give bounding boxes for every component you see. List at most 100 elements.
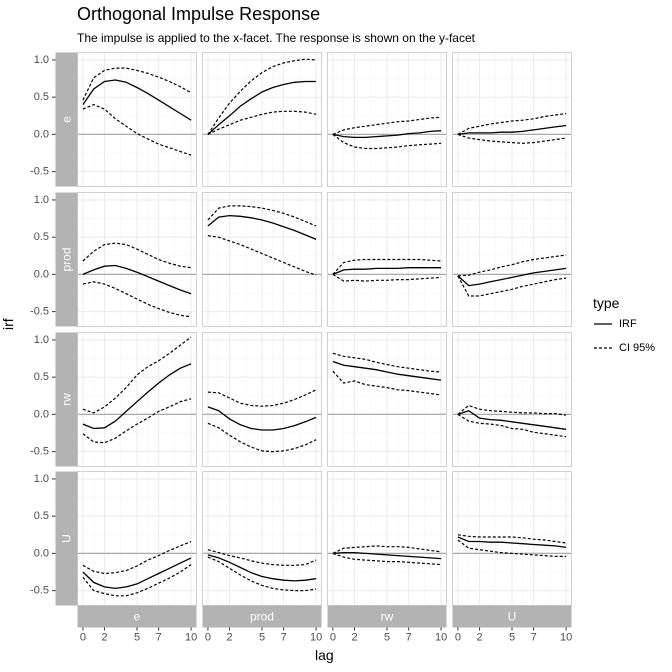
row-strip-label-rw: rw — [60, 393, 74, 406]
panel-border-rw-e — [327, 52, 447, 187]
ci-upper-line-prod-prod — [207, 205, 317, 227]
row-strip-rw — [55, 332, 78, 467]
y-axis-label: irf — [0, 318, 16, 330]
ci-lower-line-prod-e — [207, 110, 317, 135]
chart-subtitle: The impulse is applied to the x-facet. T… — [77, 31, 475, 45]
ci-upper-line-U-rw — [457, 404, 567, 416]
x-axis-label: lag — [315, 647, 334, 663]
irf-line-U-rw — [457, 409, 567, 430]
ci-lower-line-rw-prod — [332, 273, 442, 282]
irf-line-U-e — [457, 124, 567, 136]
x-tick-label: 0 — [80, 632, 86, 644]
x-tick-label: 7 — [281, 632, 287, 644]
x-tick-label: 10 — [310, 632, 322, 644]
ci-lower-line-rw-e — [332, 133, 442, 150]
x-tick-label: 10 — [185, 632, 197, 644]
x-tick-label: 7 — [156, 632, 162, 644]
row-strip-label-U: U — [60, 534, 74, 543]
irf-line-e-e — [82, 79, 192, 121]
ci-upper-line-U-prod — [457, 254, 567, 277]
x-tick-label: 10 — [435, 632, 447, 644]
y-tick-label: 0.0 — [34, 268, 49, 280]
x-tick-label: 2 — [101, 632, 107, 644]
legend-label-ci: CI 95% — [619, 342, 656, 354]
x-tick-label: 7 — [406, 632, 412, 644]
panel-border-prod-e — [202, 52, 322, 187]
y-tick-label: 1.0 — [34, 473, 49, 485]
row-strip-U — [55, 471, 78, 606]
ci-lower-line-U-e — [457, 133, 567, 144]
panel-border-U-rw — [452, 332, 572, 467]
y-tick-label: 0.5 — [34, 91, 49, 103]
x-tick-label: 2 — [226, 632, 232, 644]
irf-line-U-U — [457, 536, 567, 549]
x-tick-label: 0 — [455, 632, 461, 644]
irf-line-e-U — [82, 557, 192, 590]
irf-line-rw-rw — [332, 360, 442, 381]
column-strip-rw — [327, 605, 447, 628]
y-tick-label: 0.0 — [34, 408, 49, 420]
ci-upper-line-e-U — [82, 540, 192, 575]
irf-line-U-prod — [457, 267, 567, 287]
x-tick-label: 2 — [476, 632, 482, 644]
y-tick-label: 1.0 — [34, 54, 49, 66]
y-tick-label: -0.5 — [30, 585, 49, 597]
y-tick-label: 0.5 — [34, 231, 49, 243]
y-tick-label: 0.0 — [34, 128, 49, 140]
panel-border-rw-rw — [327, 332, 447, 467]
legend-title: type — [593, 295, 620, 311]
legend-item-ci: CI 95% — [594, 342, 655, 354]
y-tick-label: -0.5 — [30, 166, 49, 178]
irf-line-rw-prod — [332, 267, 442, 275]
ci-upper-line-prod-rw — [207, 389, 317, 407]
y-tick-label: 1.0 — [34, 334, 49, 346]
ci-upper-line-rw-U — [332, 545, 442, 554]
x-tick-label: 0 — [330, 632, 336, 644]
y-tick-label: 0.5 — [34, 510, 49, 522]
x-tick-label: 7 — [531, 632, 537, 644]
panel-border-prod-rw — [202, 332, 322, 467]
chart-title: Orthogonal Impulse Response — [77, 4, 321, 24]
x-tick-label: 5 — [134, 632, 140, 644]
row-strip-label-prod: prod — [60, 247, 74, 271]
irf-line-prod-rw — [207, 406, 317, 431]
irf-line-e-prod — [82, 264, 192, 295]
ci-lower-line-e-prod — [82, 281, 192, 318]
y-tick-label: 1.0 — [34, 194, 49, 206]
x-tick-label: 0 — [205, 632, 211, 644]
irf-line-prod-e — [207, 80, 317, 135]
x-tick-label: 5 — [509, 632, 515, 644]
x-tick-label: 10 — [560, 632, 572, 644]
ci-lower-line-e-rw — [82, 398, 192, 444]
column-strip-e — [77, 605, 197, 628]
y-tick-label: 0.0 — [34, 547, 49, 559]
panel-border-U-e — [452, 52, 572, 187]
ci-upper-line-U-e — [457, 112, 567, 135]
irf-line-prod-U — [207, 554, 317, 582]
legend-label-irf: IRF — [619, 318, 637, 330]
ci-lower-line-U-rw — [457, 413, 567, 438]
y-tick-label: -0.5 — [30, 446, 49, 458]
ci-lower-line-rw-rw — [332, 370, 442, 396]
y-tick-label: 0.5 — [34, 371, 49, 383]
ci-upper-line-rw-rw — [332, 352, 442, 373]
ci-upper-line-prod-U — [207, 549, 317, 566]
ci-upper-line-e-prod — [82, 242, 192, 269]
column-strip-label-rw: rw — [381, 610, 394, 624]
irf-line-e-rw — [82, 363, 192, 430]
y-tick-label: -0.5 — [30, 306, 49, 318]
ci-lower-line-e-U — [82, 564, 192, 597]
column-strip-prod — [202, 605, 322, 628]
ci-lower-line-rw-U — [332, 552, 442, 566]
column-strip-U — [452, 605, 572, 628]
x-tick-label: 5 — [259, 632, 265, 644]
ci-lower-line-U-U — [457, 539, 567, 558]
irf-line-prod-prod — [207, 214, 317, 240]
ci-upper-line-prod-e — [207, 58, 317, 135]
column-strip-label-U: U — [508, 610, 517, 624]
row-strip-e — [55, 52, 78, 187]
panel-border-U-prod — [452, 192, 572, 327]
legend-item-irf: IRF — [594, 318, 637, 330]
ci-upper-line-e-e — [82, 67, 192, 101]
